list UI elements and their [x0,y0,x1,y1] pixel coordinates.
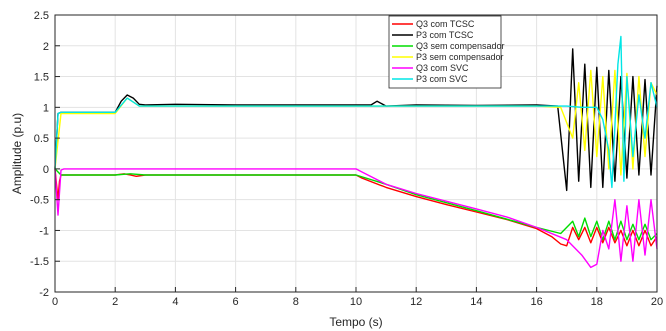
x-tick-label: 14 [470,296,482,308]
legend-label: P3 com SVC [416,74,468,84]
y-axis-label: Amplitude (p.u) [10,113,24,194]
y-tick-label: -1.5 [30,256,49,268]
ticks: 0 2 4 6 8 10 12 14 16 18 20 -2 -1.5 -1 -0.5 0 0.5 1 1.5 2 2.… [30,10,663,308]
legend-label: Q3 com TCSC [416,19,475,29]
series-line-3 [54,168,658,241]
series-line-6 [54,35,658,189]
y-tick-label: 0 [43,164,49,176]
legend-label: P3 com TCSC [416,30,474,40]
y-tick-label: -1 [39,225,49,237]
x-tick-label: 0 [52,296,58,308]
legend-label: P3 sem compensador [416,52,504,62]
legend-label: Q3 sem compensador [416,41,505,51]
y-tick-label: -2 [39,287,49,299]
y-tick-label: -0.5 [30,195,49,207]
x-tick-label: 4 [172,296,178,308]
x-tick-label: 6 [233,296,239,308]
legend-box [388,15,502,89]
x-tick-label: 8 [293,296,299,308]
x-tick-label: 2 [112,296,118,308]
x-tick-label: 16 [530,296,542,308]
series-line-5 [54,168,658,269]
series-group [54,35,658,269]
x-axis-label: Tempo (s) [329,315,382,329]
x-tick-label: 12 [410,296,422,308]
x-tick-label: 18 [591,296,603,308]
y-tick-label: 0.5 [34,133,49,145]
y-tick-label: 2.5 [34,10,49,22]
x-tick-label: 20 [651,296,663,308]
y-tick-label: 2 [43,41,49,53]
x-tick-label: 10 [350,296,362,308]
y-tick-label: 1 [43,102,49,114]
y-tick-label: 1.5 [34,72,49,84]
legend-label: Q3 com SVC [416,63,469,73]
